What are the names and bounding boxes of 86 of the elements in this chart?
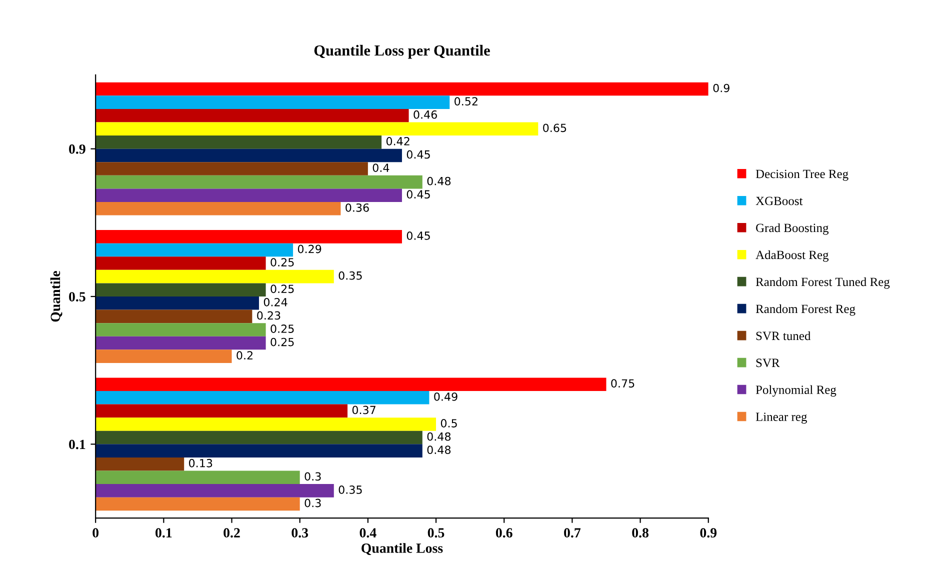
legend-label: XGBoost bbox=[756, 196, 803, 206]
legend-label: Random Forest Reg bbox=[756, 304, 856, 316]
data-label: 0.36 bbox=[346, 203, 369, 212]
data-label: 0.25 bbox=[270, 258, 294, 266]
data-label: 0.5 bbox=[440, 419, 457, 428]
x-tick-label: 0.4 bbox=[360, 528, 376, 538]
data-label: 0.49 bbox=[434, 392, 458, 401]
bar bbox=[96, 148, 402, 162]
data-label: 0.13 bbox=[188, 458, 212, 468]
bar bbox=[96, 243, 294, 257]
data-label: 0.3 bbox=[304, 472, 321, 481]
bar bbox=[96, 270, 334, 284]
bar bbox=[96, 175, 422, 189]
data-label: 0.4 bbox=[372, 164, 390, 172]
x-axis-title: Quantile Loss bbox=[362, 543, 443, 555]
y-axis-title: Quantile bbox=[50, 271, 62, 322]
legend-label: Linear reg bbox=[756, 412, 807, 424]
y-tick-label: 0.1 bbox=[69, 440, 86, 450]
legend-label: AdaBoost Reg bbox=[756, 250, 829, 262]
bar bbox=[96, 230, 402, 244]
data-label: 0.3 bbox=[304, 498, 321, 508]
y-tick-label: 0.5 bbox=[69, 292, 86, 302]
x-tick-label: 0.7 bbox=[564, 528, 581, 538]
data-label: 0.9 bbox=[713, 84, 730, 92]
y-tick-label: 0.9 bbox=[69, 144, 86, 154]
data-label: 0.35 bbox=[338, 271, 362, 280]
data-label: 0.65 bbox=[543, 124, 566, 132]
bar bbox=[96, 484, 334, 498]
bar bbox=[96, 310, 252, 324]
data-label: 0.25 bbox=[270, 338, 294, 346]
chart-title: Quantile Loss per Quantile bbox=[314, 44, 490, 59]
x-tick-label: 0.2 bbox=[224, 528, 240, 538]
bar bbox=[96, 430, 422, 444]
bar bbox=[96, 108, 409, 122]
bar bbox=[96, 350, 232, 363]
data-label: 0.46 bbox=[414, 110, 437, 119]
bar bbox=[96, 122, 538, 136]
bar bbox=[96, 336, 266, 350]
bar bbox=[96, 323, 266, 336]
data-label: 0.2 bbox=[236, 351, 252, 360]
bar bbox=[96, 96, 450, 109]
data-label: 0.45 bbox=[406, 150, 430, 159]
bar bbox=[96, 470, 300, 484]
bar bbox=[96, 202, 341, 216]
bar bbox=[96, 162, 368, 176]
legend-label: Decision Tree Reg bbox=[756, 170, 848, 181]
x-tick-label: 0.9 bbox=[700, 528, 717, 538]
bar bbox=[96, 378, 606, 392]
x-tick-label: 0.3 bbox=[292, 528, 308, 538]
data-label: 0.29 bbox=[298, 244, 322, 254]
bar bbox=[96, 283, 266, 296]
data-label: 0.52 bbox=[454, 97, 478, 106]
legend-label: Random Forest Tuned Reg bbox=[756, 277, 890, 289]
legend-label: Polynomial Reg bbox=[756, 385, 836, 397]
data-label: 0.75 bbox=[611, 379, 634, 388]
bar bbox=[96, 296, 259, 310]
data-label: 0.25 bbox=[270, 324, 294, 333]
bar bbox=[96, 256, 266, 270]
bar bbox=[96, 404, 348, 418]
data-label: 0.42 bbox=[386, 136, 410, 146]
bar bbox=[96, 444, 422, 458]
data-label: 0.23 bbox=[257, 311, 280, 320]
x-tick-label: 0 bbox=[92, 528, 99, 538]
data-label: 0.48 bbox=[427, 446, 451, 454]
bar bbox=[96, 82, 708, 96]
legend-label: SVR tuned bbox=[756, 331, 811, 340]
data-label: 0.48 bbox=[427, 176, 451, 186]
bar bbox=[96, 418, 436, 431]
data-label: 0.45 bbox=[406, 232, 430, 240]
legend-label: SVR bbox=[756, 358, 780, 368]
data-label: 0.24 bbox=[264, 298, 288, 306]
data-label: 0.48 bbox=[427, 432, 451, 441]
x-tick-label: 0.5 bbox=[428, 528, 444, 538]
bar bbox=[96, 188, 402, 202]
data-label: 0.35 bbox=[338, 486, 362, 494]
bar bbox=[96, 136, 382, 149]
data-label: 0.25 bbox=[270, 284, 294, 294]
legend-label: Grad Boosting bbox=[756, 223, 829, 235]
x-tick-label: 0.6 bbox=[496, 528, 512, 538]
bar bbox=[96, 497, 300, 511]
data-label: 0.45 bbox=[406, 190, 430, 199]
bar bbox=[96, 391, 430, 404]
x-tick-label: 0.1 bbox=[156, 528, 172, 538]
bar bbox=[96, 457, 184, 471]
x-tick-label: 0.8 bbox=[632, 528, 649, 538]
data-label: 0.37 bbox=[352, 406, 376, 414]
